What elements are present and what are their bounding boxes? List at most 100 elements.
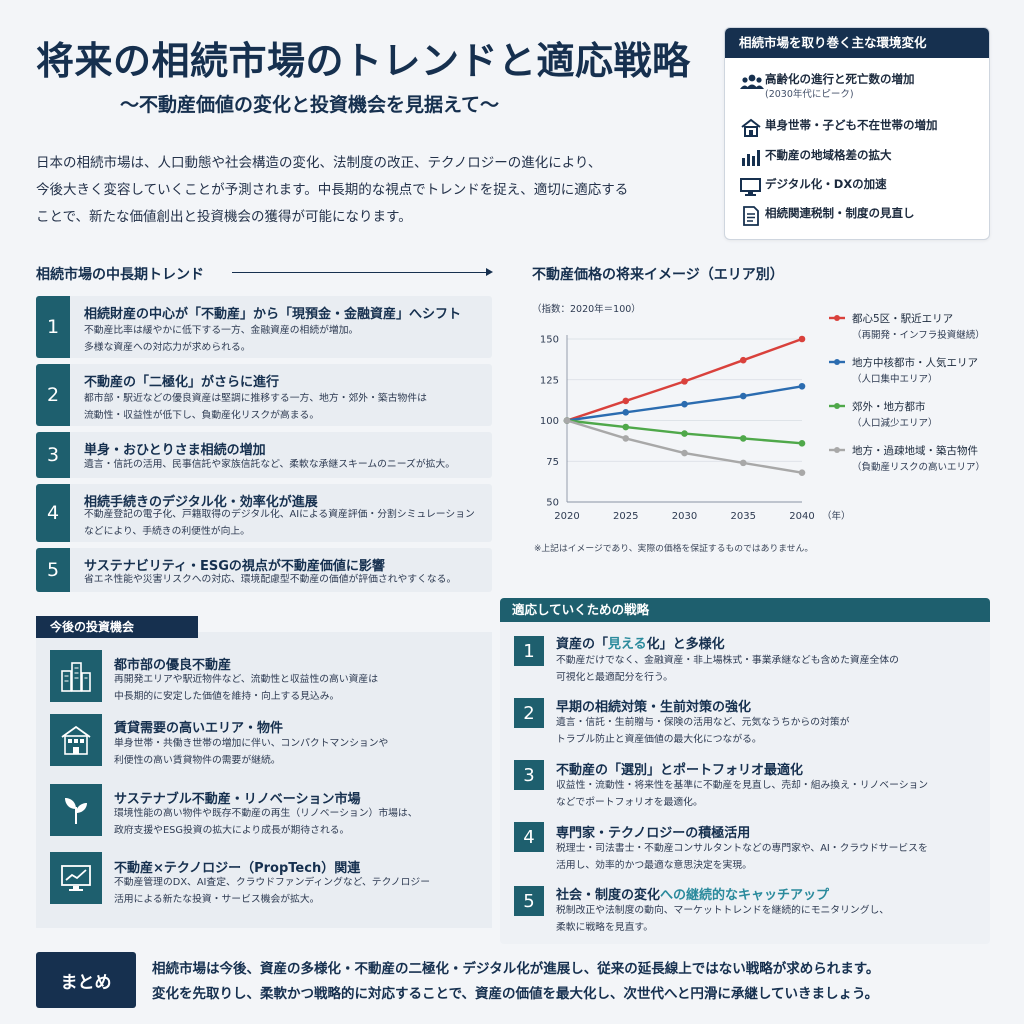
trend-card: 4 相続手続きのデジタル化・効率化が進展 不動産登記の電子化、戸籍取得のデジタル… (36, 484, 492, 542)
environment-label: デジタル化・DXの加速 (765, 177, 887, 191)
data-point (739, 392, 747, 400)
data-point (681, 449, 688, 457)
trend-desc-line: などにより、手続きの利便性が向上。 (84, 526, 250, 537)
sprout-icon (50, 784, 102, 836)
strategy-number: 4 (514, 822, 544, 852)
strategy-desc-line: 柔軟に戦略を見直す。 (556, 922, 653, 933)
investment-desc-line: 再開発エリアや駅近物件など、流動性と収益性の高い資産は (114, 674, 379, 685)
investment-desc-line: 中長期的に安定した価値を維持・向上する見込み。 (114, 691, 340, 702)
apartment-icon (50, 714, 102, 766)
investment-heading: 今後の投資機会 (36, 616, 198, 638)
environment-item: 不動産の地域格差の拡大 (739, 148, 979, 168)
investment-desc-line: 政府支援やESG投資の拡大により成長が期待される。 (114, 825, 350, 836)
series-line (566, 419, 803, 474)
strategy-desc: 遺言・信託・生前贈与・保険の活用など、元気なうちからの対策が トラブル防止と資産… (556, 714, 986, 748)
strategy-title-part: 資産の「 (556, 637, 609, 652)
investment-desc-line: 活用による新たな投資・サービス機会が拡大。 (114, 894, 320, 905)
intro-line: 今後大きく変容していくことが予測されます。中長期的な視点でトレンドを捉え、適切に… (36, 182, 629, 198)
strategy-number: 5 (514, 886, 544, 916)
investment-title: 不動産×テクノロジー（PropTech）関連 (114, 861, 361, 876)
strategy-desc-line: 収益性・流動性・将来性を基準に不動産を見直し、売却・組み換え・リノベーション (556, 780, 929, 791)
legend-sub-label: （負動産リスクの高いエリア） (852, 461, 985, 473)
data-point (622, 423, 630, 431)
intro-text: 日本の相続市場は、人口動態や社会構造の変化、法制度の改正、テクノロジーの進化によ… (36, 150, 686, 231)
trends-heading: 相続市場の中長期トレンド (36, 267, 204, 283)
strategy-desc-line: 可視化と最適配分を行う。 (556, 672, 673, 683)
strategy-desc: 収益性・流動性・将来性を基準に不動産を見直し、売却・組み換え・リノベーション な… (556, 777, 986, 811)
data-point (798, 335, 806, 343)
data-point (739, 356, 747, 364)
summary-label: まとめ (36, 952, 136, 1008)
environment-label: 相続関連税制・制度の見直し (765, 206, 915, 220)
strategy-desc-line: 不動産だけでなく、金融資産・非上場株式・事業承継なども含めた資産全体の (556, 655, 899, 666)
trend-number: 2 (36, 364, 70, 426)
data-point (739, 459, 747, 467)
trends-heading-line (232, 272, 490, 273)
strategy-desc-line: などでポートフォリオを最適化。 (556, 797, 703, 808)
data-point (563, 417, 571, 424)
summary-line: 変化を先取りし、柔軟かつ戦略的に対応することで、資産の価値を最大化し、次世代へと… (152, 986, 879, 1002)
data-point (798, 440, 806, 447)
strategy-desc: 税理士・司法書士・不動産コンサルタントなどの専門家や、AI・クラウドサービスを … (556, 840, 986, 874)
strategy-desc-line: 遺言・信託・生前贈与・保険の活用など、元気なうちからの対策が (556, 717, 850, 728)
trend-desc-line: 省エネ性能や災害リスクへの対応、環境配慮型不動産の価値が評価されやすくなる。 (84, 574, 457, 585)
trend-desc: 遺言・信託の活用、民事信託や家族信託など、柔軟な承継スキームのニーズが拡大。 (84, 456, 484, 473)
x-tick-label: 2030 (672, 511, 697, 522)
trend-number: 1 (36, 296, 70, 358)
environment-sub: (2030年代にピーク) (765, 89, 854, 100)
strategy-title: 専門家・テクノロジーの積極活用 (556, 826, 751, 841)
document-icon (743, 206, 759, 226)
data-point (798, 469, 806, 476)
environment-item: 単身世帯・子ども不在世帯の増加 (739, 118, 979, 138)
environment-label: 不動産の地域格差の拡大 (765, 148, 892, 162)
page-subtitle: 〜不動産価値の変化と投資機会を見据えて〜 (120, 94, 500, 116)
trend-desc: 不動産登記の電子化、戸籍取得のデジタル化、AIによる資産評価・分割シミュレーショ… (84, 506, 484, 540)
investment-desc: 環境性能の高い物件や既存不動産の再生（リノベーション）市場は、 政府支援やESG… (114, 805, 484, 839)
legend-swatch-dot (834, 403, 840, 409)
x-tick-label: 2035 (731, 511, 756, 522)
investment-desc: 単身世帯・共働き世帯の増加に伴い、コンパクトマンションや 利便性の高い賃貸物件の… (114, 735, 484, 769)
trend-card: 1 相続財産の中心が「不動産」から「現預金・金融資産」へシフト 不動産比率は緩や… (36, 296, 492, 358)
chart-x-unit: （年） (822, 510, 851, 522)
people-icon (740, 74, 764, 89)
strategy-title-highlight: への継続的なキャッチアップ (660, 888, 830, 903)
investment-panel (36, 632, 492, 928)
strategy-title: 社会・制度の変化への継続的なキャッチアップ (556, 884, 829, 903)
strategy-panel (500, 598, 990, 944)
tech-chart-icon (50, 852, 102, 904)
data-point (622, 397, 630, 405)
legend-label: 郊外・地方都市 (852, 400, 926, 413)
trend-desc-line: 都市部・駅近などの優良資産は堅調に推移する一方、地方・郊外・築古物件は (84, 393, 427, 404)
strategy-title-part: 化」と多様化 (646, 637, 725, 652)
y-tick-label: 100 (540, 416, 559, 427)
strategy-number: 2 (514, 698, 544, 728)
strategy-title-part: 社会・制度の変化 (556, 888, 661, 903)
city-buildings-icon (50, 650, 102, 702)
trend-title: 相続財産の中心が「不動産」から「現預金・金融資産」へシフト (84, 307, 462, 322)
strategy-desc-line: 活用し、効率的かつ最適な意思決定を実現。 (556, 860, 752, 871)
strategy-heading: 適応していくための戦略 (500, 598, 990, 622)
chart-index-label: （指数：2020年＝100） (532, 303, 641, 315)
trend-desc: 不動産比率は緩やかに低下する一方、金融資産の相続が増加。 多様な資産への対応力が… (84, 322, 484, 356)
strategy-title: 早期の相続対策・生前対策の強化 (556, 700, 752, 715)
legend-sub-label: （再開発・インフラ投資継続） (852, 329, 985, 341)
legend-swatch-dot (834, 359, 840, 365)
x-tick-label: 2020 (554, 511, 579, 522)
data-point (739, 435, 747, 442)
strategy-title: 資産の「見える化」と多様化 (556, 633, 725, 652)
y-tick-label: 75 (546, 457, 559, 468)
environment-item: 相続関連税制・制度の見直し (739, 206, 979, 226)
trend-card: 5 サステナビリティ・ESGの視点が不動産価値に影響 省エネ性能や災害リスクへの… (36, 548, 492, 592)
trend-title: 相続手続きのデジタル化・効率化が進展 (84, 495, 318, 510)
investment-desc-line: 不動産管理のDX、AI査定、クラウドファンディングなど、テクノロジー (114, 877, 430, 888)
strategy-desc: 税制改正や法制度の動向、マーケットトレンドを継続的にモニタリングし、 柔軟に戦略… (556, 902, 986, 936)
page-title: 将来の相続市場のトレンドと適応戦略 (36, 38, 691, 83)
data-point (798, 382, 806, 390)
y-tick-label: 50 (546, 498, 559, 509)
environment-label: 高齢化の進行と死亡数の増加 (765, 72, 915, 86)
investment-title: 賃貸需要の高いエリア・物件 (114, 721, 284, 736)
y-tick-label: 125 (540, 375, 559, 386)
trend-desc-line: 不動産比率は緩やかに低下する一方、金融資産の相続が増加。 (84, 325, 359, 336)
summary-line: 相続市場は今後、資産の多様化・不動産の二極化・デジタル化が進展し、従来の延長線上… (152, 961, 880, 977)
investment-desc-line: 利便性の高い賃貸物件の需要が継続。 (114, 755, 281, 766)
